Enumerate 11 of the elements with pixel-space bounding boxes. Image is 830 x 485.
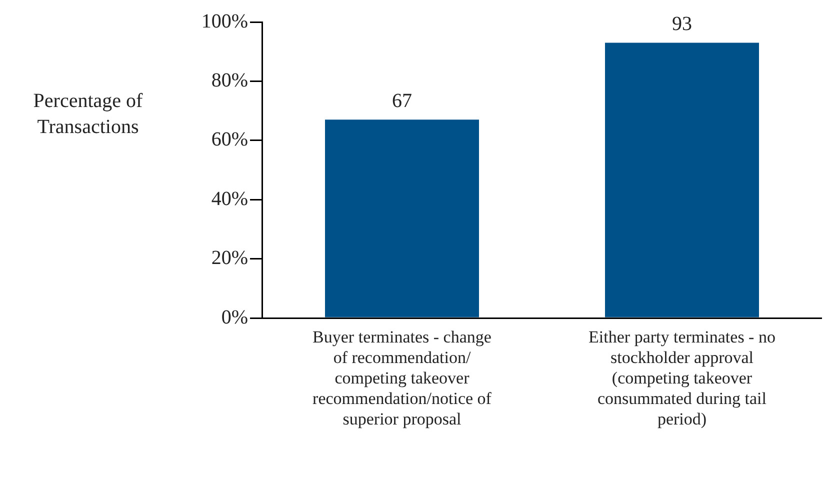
data-label: 67	[392, 90, 412, 112]
y-tick-label: 0%	[221, 306, 248, 328]
y-tick-label: 40%	[211, 188, 248, 210]
x-tick-label: Buyer terminates - change of recommendation/ competing takeover recommendation/notice of superior proposal	[312, 328, 492, 428]
y-tick-label: 20%	[211, 247, 248, 270]
y-tick-label: 80%	[211, 69, 248, 92]
y-tick-label: 60%	[211, 128, 248, 151]
data-label: 93	[672, 12, 692, 35]
x-tick-label: Either party terminates - no stockholder approval (competing takeover consummated during tail period)	[588, 328, 776, 428]
y-tick-label: 100%	[201, 10, 248, 32]
y-axis-title: Percentage of Transactions	[32, 89, 144, 140]
